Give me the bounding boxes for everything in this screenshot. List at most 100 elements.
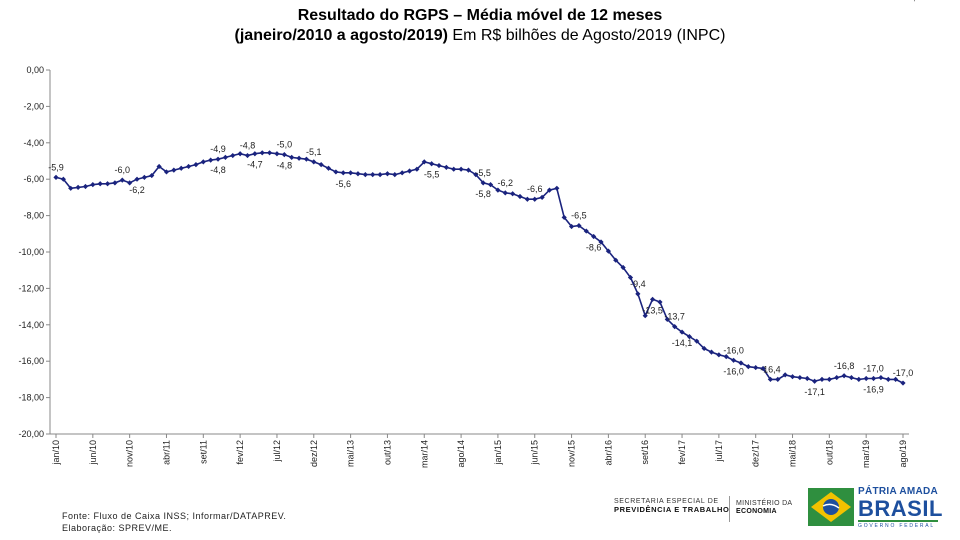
data-point — [348, 170, 354, 176]
x-tick-label: jun/10 — [88, 440, 98, 466]
data-point — [819, 376, 825, 382]
y-tick-label: -16,00 — [18, 356, 44, 366]
data-point — [252, 151, 258, 157]
y-tick-label: -12,00 — [18, 283, 44, 293]
data-label: -4,9 — [210, 144, 226, 154]
data-point — [421, 159, 427, 165]
data-point — [767, 376, 774, 382]
x-tick-label: ago/19 — [898, 440, 908, 468]
data-point — [355, 171, 361, 177]
data-point — [104, 181, 111, 187]
data-point — [605, 248, 611, 254]
y-tick-label: -20,00 — [18, 429, 44, 439]
x-tick-label: dez/12 — [309, 440, 319, 467]
data-point — [149, 172, 155, 179]
data-point — [303, 156, 310, 162]
x-tick-label: set/11 — [198, 440, 208, 464]
ministerio-logo: MINISTÉRIO DA ECONOMIA — [736, 500, 792, 516]
data-point — [289, 154, 295, 160]
data-point — [591, 233, 597, 240]
data-point — [863, 375, 869, 382]
data-point — [443, 164, 449, 170]
data-point — [141, 174, 147, 180]
data-point — [834, 374, 840, 381]
data-label: -6,2 — [129, 185, 145, 195]
data-label: -4,8 — [240, 141, 256, 151]
x-tick-label: mar/14 — [419, 440, 429, 468]
x-tick-label: abr/11 — [161, 440, 171, 465]
x-tick-label: out/13 — [382, 440, 392, 465]
data-point — [406, 168, 413, 174]
data-point — [436, 162, 442, 169]
data-point — [480, 180, 486, 186]
data-point — [230, 152, 236, 159]
x-tick-label: nov/15 — [567, 440, 577, 467]
data-point — [532, 196, 538, 202]
data-point — [340, 170, 346, 176]
data-point — [841, 373, 847, 379]
data-point — [296, 155, 302, 161]
data-point — [642, 313, 648, 319]
data-point — [502, 190, 508, 196]
data-point — [134, 176, 140, 182]
chart-subtitle: (janeiro/2010 a agosto/2019) Em R$ bilhõ… — [0, 26, 960, 46]
data-point — [510, 191, 516, 197]
brand-line3: GOVERNO FEDERAL — [858, 520, 938, 529]
data-point — [679, 329, 685, 335]
data-label: -6,6 — [527, 184, 543, 194]
data-point — [53, 174, 59, 180]
x-tick-label: set/16 — [640, 440, 650, 465]
data-point — [789, 374, 796, 380]
data-point — [377, 172, 383, 178]
data-point — [870, 375, 877, 382]
data-label: -5,0 — [277, 140, 293, 150]
data-point — [458, 166, 464, 172]
data-point — [414, 166, 420, 172]
data-point — [804, 375, 810, 382]
data-point — [554, 185, 560, 191]
data-point — [274, 151, 280, 157]
data-point — [708, 349, 715, 355]
data-point — [473, 172, 479, 178]
data-label: -5,5 — [424, 170, 440, 180]
data-point — [672, 324, 678, 330]
data-label: -6,2 — [498, 178, 514, 188]
data-point — [487, 182, 494, 188]
data-point — [701, 345, 707, 352]
data-label: -17,2 — [900, 0, 921, 2]
data-point — [745, 364, 751, 370]
data-point — [244, 152, 251, 159]
data-label: -14,1 — [672, 338, 693, 348]
data-point — [200, 159, 206, 165]
data-point — [627, 274, 634, 281]
data-point — [856, 376, 862, 382]
x-tick-label: jun/15 — [530, 440, 540, 466]
data-point — [171, 167, 177, 173]
data-point — [657, 299, 663, 305]
data-point — [193, 162, 199, 168]
data-point — [731, 357, 737, 363]
x-tick-label: fev/12 — [235, 440, 245, 465]
data-point — [60, 176, 66, 182]
data-label: -8,6 — [586, 243, 602, 253]
data-point — [325, 165, 332, 171]
data-point — [848, 374, 855, 381]
data-label: -16,0 — [723, 366, 744, 376]
data-point — [163, 169, 170, 175]
data-point — [649, 296, 656, 302]
data-point — [392, 172, 398, 178]
data-point — [75, 184, 81, 190]
data-point — [465, 167, 472, 173]
data-point — [635, 291, 641, 297]
line-chart: 0,00 -2,00 -4,00 -6,00 -8,00 -10,00 -12,00 -14,… — [18, 0, 921, 468]
data-point — [318, 162, 324, 168]
data-point — [119, 177, 125, 183]
data-point — [613, 257, 619, 263]
secretaria-line2: PREVIDÊNCIA E TRABALHO — [614, 505, 730, 514]
logos-bar: SECRETARIA ESPECIAL DE PREVIDÊNCIA E TRA… — [612, 486, 952, 530]
data-point — [333, 169, 339, 175]
secretaria-line1: SECRETARIA ESPECIAL DE — [614, 498, 719, 505]
y-tick-label: 0,00 — [26, 65, 44, 75]
data-label: -16,0 — [723, 345, 744, 355]
footer-source: Fonte: Fluxo de Caixa INSS; Informar/DAT… — [62, 511, 287, 521]
